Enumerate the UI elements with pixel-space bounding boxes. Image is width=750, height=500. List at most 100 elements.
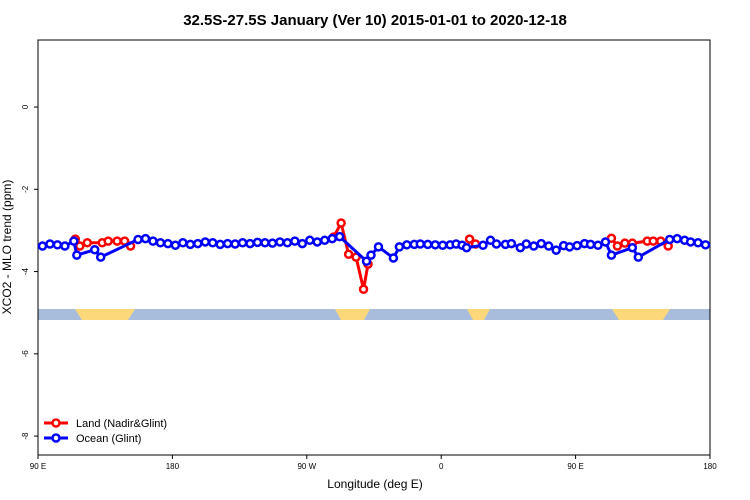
data-point [685,237,696,247]
land-strip [467,309,490,320]
legend-swatch [51,433,61,443]
data-point [133,234,143,245]
y-tick-label: 0 [21,104,30,109]
data-point [297,238,308,249]
data-point [366,250,376,260]
data-point [478,240,488,250]
data-point [633,252,644,262]
data-point [193,238,203,249]
y-tick-label: -8 [21,432,30,440]
data-point [95,252,106,262]
data-point [358,284,369,294]
data-point [361,256,372,267]
data-point [275,237,285,247]
data-point [312,237,323,247]
data-point [593,240,603,250]
land-strip [75,309,135,320]
data-point [178,238,188,248]
data-point [461,242,472,253]
data-point [260,238,270,248]
data-point [155,238,166,248]
data-point [536,238,547,249]
data-point [148,236,158,246]
data-point [267,238,278,248]
legend-swatch [51,418,61,428]
data-point [373,242,384,252]
data-point [693,238,703,248]
data-point [343,249,354,260]
data-point [620,238,630,248]
data-point [72,250,82,260]
data-point [230,239,240,249]
data-point [664,234,675,245]
data-point [282,238,293,248]
data-point [200,237,211,247]
data-point [215,239,225,250]
data-point [103,236,113,246]
land-mask [38,309,710,320]
data-point [415,239,426,249]
data-point [551,245,561,255]
y-axis-label: XCO2 - MLO trend (ppm) [0,180,14,315]
data-point [327,233,337,244]
y-tick-label: -6 [21,350,30,358]
x-axis-label: Longitude (deg E) [327,477,422,491]
data-point [45,239,55,249]
data-point [163,238,173,249]
data-point [89,245,100,255]
data-point [252,237,263,248]
data-point [600,237,611,247]
data-point [491,239,502,249]
chart-title: 32.5S-27.5S January (Ver 10) 2015-01-01 … [183,12,567,29]
data-point [521,239,532,249]
data-point [170,240,181,250]
data-point [290,236,300,246]
data-point [627,242,638,253]
data-point [112,236,122,246]
data-point [334,231,345,242]
data-point [423,239,433,250]
data-point [388,253,399,263]
data-point [245,238,255,249]
data-point [648,236,659,246]
data-point [700,240,711,250]
data-point [222,238,233,249]
data-point [612,241,623,251]
x-tick-label: 90 E [30,462,46,471]
data-point [69,236,79,246]
y-tick-label: -2 [21,185,30,193]
legend-label: Land (Nadir&Glint) [76,418,167,430]
data-point [140,233,151,244]
data-point [60,241,70,251]
data-point [82,238,93,248]
data-point [319,235,330,246]
data-point [430,240,440,250]
land-strip [335,309,370,320]
data-point [672,233,682,244]
x-tick-label: 90 W [297,462,316,471]
data-point [237,238,248,248]
data-point [585,239,596,250]
data-point [37,241,48,251]
data-point [572,240,582,251]
x-tick-label: 180 [166,462,180,471]
data-point [185,239,196,250]
data-point [305,235,315,246]
data-point [207,238,218,248]
data-point [394,242,405,252]
data-point [336,218,346,228]
ocean-strip [38,309,710,320]
data-point [543,241,554,251]
data-point [564,242,575,252]
y-tick-label: -4 [21,267,30,275]
data-point [506,238,517,249]
data-point [437,240,448,250]
data-point [402,240,412,250]
legend-label: Ocean (Glint) [76,433,141,445]
data-point [606,250,617,260]
x-tick-label: 90 E [567,462,583,471]
x-tick-label: 0 [439,462,444,471]
data-point [529,241,539,251]
x-tick-label: 180 [703,462,717,471]
